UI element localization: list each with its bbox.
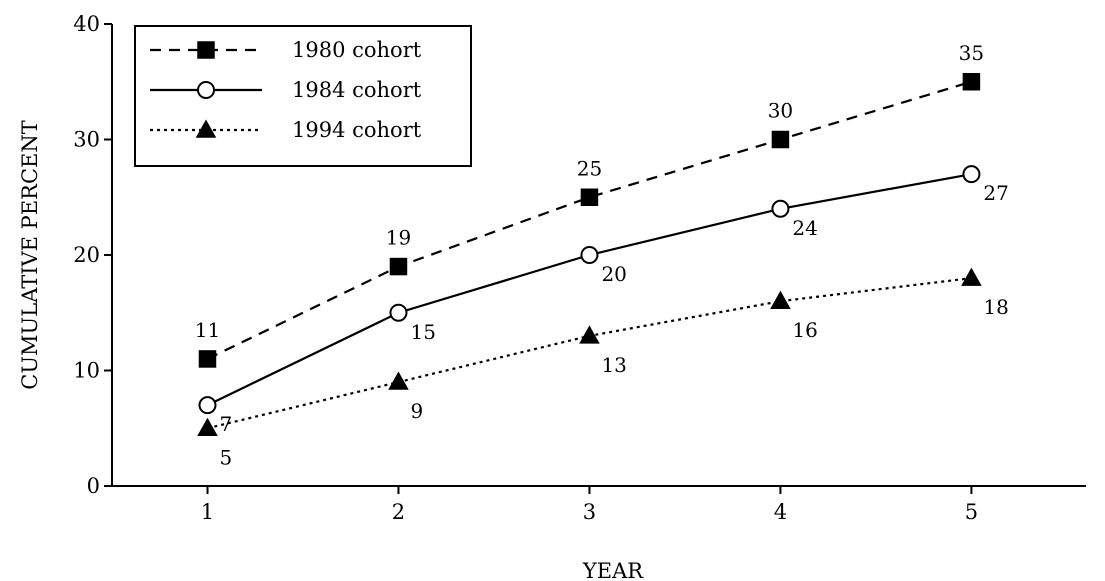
y-axis-title: CUMULATIVE PERCENT	[18, 120, 42, 389]
x-tick-label: 2	[392, 500, 405, 524]
data-label-1994: 5	[219, 445, 232, 469]
data-label-1984: 7	[219, 412, 232, 436]
data-point-1980	[771, 130, 790, 149]
x-tick-label: 3	[583, 500, 596, 524]
data-label-1980: 11	[195, 318, 220, 342]
data-point-1994	[197, 417, 218, 436]
data-label-1980: 35	[959, 41, 984, 65]
data-point-1980	[198, 350, 217, 368]
legend-label-1980: 1980 cohort	[292, 38, 422, 62]
series-1994: 5 9 13 16 18	[197, 267, 1009, 469]
data-point-1984	[962, 165, 981, 184]
data-label-1984: 24	[792, 216, 817, 240]
x-tick-label: 1	[201, 500, 214, 524]
data-point-1994	[961, 267, 982, 286]
legend-label-1994: 1994 cohort	[292, 118, 422, 142]
series-line-1984	[207, 173, 972, 407]
series-layer: 11 19 25 30 35 7 15 20 24 27 5 9 13 16 18	[195, 41, 1009, 470]
series-line-1980	[207, 80, 972, 360]
y-tick-label: 20	[73, 243, 100, 267]
data-point-1984	[389, 303, 408, 322]
data-label-1994: 13	[601, 353, 626, 377]
data-point-1980	[389, 257, 408, 276]
data-point-1994	[579, 325, 600, 344]
data-label-1984: 27	[983, 181, 1008, 205]
data-label-1984: 20	[601, 262, 626, 286]
data-point-1980	[962, 73, 981, 91]
data-point-1984	[580, 246, 599, 264]
data-label-1980: 30	[768, 99, 793, 123]
x-tick-label: 4	[774, 500, 787, 524]
legend-marker-1980	[197, 41, 215, 59]
legend-marker-1994	[195, 119, 217, 138]
data-label-1994: 16	[792, 318, 817, 342]
data-label-1994: 18	[983, 295, 1008, 319]
data-label-1980: 19	[386, 226, 411, 250]
legend-marker-1984	[197, 81, 215, 99]
data-point-1980	[580, 188, 599, 206]
y-tick-label: 10	[73, 359, 100, 383]
data-label-1980: 25	[577, 156, 602, 180]
y-tick-label: 30	[73, 128, 100, 152]
data-point-1994	[770, 290, 791, 309]
x-tick-label: 5	[965, 500, 978, 524]
y-tick-label: 40	[73, 12, 100, 36]
data-label-1994: 9	[410, 399, 423, 423]
data-label-1984: 15	[410, 320, 435, 344]
x-axis-title: YEAR	[582, 559, 644, 581]
series-line-1994	[207, 277, 972, 430]
data-point-1994	[388, 371, 409, 390]
legend-label-1984: 1984 cohort	[292, 78, 422, 102]
series-1980: 11 19 25 30 35	[195, 41, 984, 368]
data-point-1984	[771, 199, 790, 218]
data-point-1984	[198, 396, 217, 415]
legend: 1980 cohort 1984 cohort 1994 cohort	[134, 25, 472, 167]
series-1984: 7 15 20 24 27	[198, 165, 1009, 436]
y-tick-label: 0	[87, 474, 100, 498]
ticks: 1 2 3 4 5 0 10 20 30 40	[73, 12, 978, 524]
